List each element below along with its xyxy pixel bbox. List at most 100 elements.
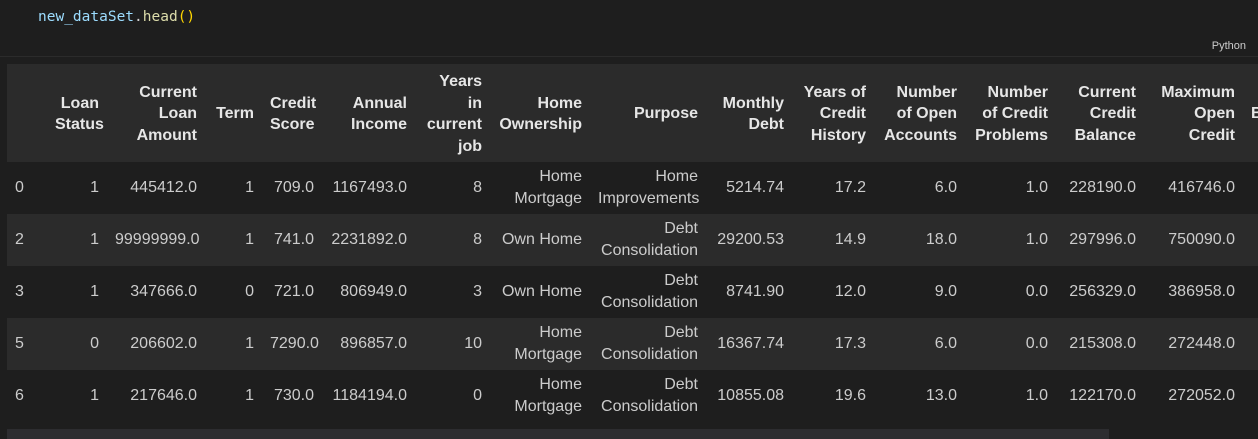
table-cell: 17.2 [792, 162, 874, 214]
table-row: 3 1 347666.0 0 721.0 806949.0 3 Own Home… [7, 266, 1258, 318]
column-header: Current Credit Balance [1056, 64, 1144, 162]
header-row: Loan Status Current Loan Amount Term Cre… [7, 64, 1258, 162]
table-cell: 386958.0 [1144, 266, 1243, 318]
table-cell: 29200.53 [706, 214, 792, 266]
table-cell: 7290.0 [262, 318, 322, 370]
table-row: 0 1 445412.0 1 709.0 1167493.0 8 Home Mo… [7, 162, 1258, 214]
table-cell: Own Home [490, 266, 590, 318]
table-cell [1243, 370, 1258, 422]
table-cell [1243, 266, 1258, 318]
column-header: B [1243, 64, 1258, 162]
dataframe-table: Loan Status Current Loan Amount Term Cre… [7, 64, 1258, 422]
table-cell: 99999999.0 [107, 214, 205, 266]
table-cell: 8741.90 [706, 266, 792, 318]
column-header: Loan Status [47, 64, 107, 162]
table-cell: 13.0 [874, 370, 965, 422]
column-header: Number of Open Accounts [874, 64, 965, 162]
cell-output: Loan Status Current Loan Amount Term Cre… [7, 64, 1258, 429]
table-cell: 445412.0 [107, 162, 205, 214]
table-cell: 896857.0 [322, 318, 415, 370]
table-cell: 6.0 [874, 162, 965, 214]
code-dot: . [134, 9, 143, 25]
table-cell: 1 [47, 266, 107, 318]
column-header: Annual Income [322, 64, 415, 162]
code-variable: new_dataSet [38, 9, 135, 25]
table-cell: Debt Consolidation [590, 266, 706, 318]
column-header: Number of Credit Problems [965, 64, 1056, 162]
table-cell: 12.0 [792, 266, 874, 318]
table-cell: Home Mortgage [490, 162, 590, 214]
table-cell: 1 [47, 162, 107, 214]
table-cell: 0.0 [965, 318, 1056, 370]
table-cell: 416746.0 [1144, 162, 1243, 214]
row-index: 3 [7, 266, 47, 318]
table-cell: 10855.08 [706, 370, 792, 422]
table-row: 2 1 99999999.0 1 741.0 2231892.0 8 Own H… [7, 214, 1258, 266]
table-cell: 206602.0 [107, 318, 205, 370]
table-cell: 3 [415, 266, 490, 318]
table-cell: 1184194.0 [322, 370, 415, 422]
table-row: 6 1 217646.0 1 730.0 1184194.0 0 Home Mo… [7, 370, 1258, 422]
table-cell: 217646.0 [107, 370, 205, 422]
table-cell: 19.6 [792, 370, 874, 422]
table-cell: 16367.74 [706, 318, 792, 370]
column-header: Credit Score [262, 64, 322, 162]
table-cell: Home Mortgage [490, 370, 590, 422]
table-cell: 8 [415, 162, 490, 214]
table-cell: 14.9 [792, 214, 874, 266]
code-line[interactable]: new_dataSet.head() [38, 9, 195, 25]
horizontal-scrollbar-track[interactable] [1109, 429, 1258, 439]
table-cell: 297996.0 [1056, 214, 1144, 266]
table-cell: 1.0 [965, 162, 1056, 214]
table-cell: 1 [205, 318, 262, 370]
table-cell: 1 [205, 370, 262, 422]
column-header: Years in current job [415, 64, 490, 162]
table-cell: 1167493.0 [322, 162, 415, 214]
code-close-paren: ) [186, 9, 196, 25]
table-cell: Debt Consolidation [590, 318, 706, 370]
table-cell: 721.0 [262, 266, 322, 318]
row-index: 5 [7, 318, 47, 370]
column-header: Maximum Open Credit [1144, 64, 1243, 162]
table-cell: 122170.0 [1056, 370, 1144, 422]
column-header: Current Loan Amount [107, 64, 205, 162]
table-cell: 0 [205, 266, 262, 318]
table-row: 5 0 206602.0 1 7290.0 896857.0 10 Home M… [7, 318, 1258, 370]
table-cell: 730.0 [262, 370, 322, 422]
row-index: 6 [7, 370, 47, 422]
table-cell: 228190.0 [1056, 162, 1144, 214]
table-cell: 272448.0 [1144, 318, 1243, 370]
row-index: 0 [7, 162, 47, 214]
table-cell: 1 [47, 370, 107, 422]
table-cell: Debt Consolidation [590, 214, 706, 266]
column-header: Term [205, 64, 262, 162]
table-cell: 2231892.0 [322, 214, 415, 266]
code-open-paren: ( [177, 9, 187, 25]
table-cell: Debt Consolidation [590, 370, 706, 422]
table-cell: 0 [415, 370, 490, 422]
column-header: Monthly Debt [706, 64, 792, 162]
table-cell: 1 [205, 162, 262, 214]
table-cell: 6.0 [874, 318, 965, 370]
table-cell: 10 [415, 318, 490, 370]
table-cell: 5214.74 [706, 162, 792, 214]
language-label[interactable]: Python [1211, 40, 1246, 52]
column-header: Home Ownership [490, 64, 590, 162]
horizontal-scrollbar-thumb[interactable] [7, 429, 1109, 439]
table-cell: 17.3 [792, 318, 874, 370]
code-editor[interactable]: new_dataSet.head() Python [0, 0, 1258, 57]
table-cell: 806949.0 [322, 266, 415, 318]
table-cell: 1 [47, 214, 107, 266]
code-method: head [142, 9, 178, 25]
table-cell [1243, 162, 1258, 214]
table-cell: 272052.0 [1144, 370, 1243, 422]
table-cell: 347666.0 [107, 266, 205, 318]
column-header: Purpose [590, 64, 706, 162]
table-cell: Home Improvements [590, 162, 706, 214]
table-cell: Own Home [490, 214, 590, 266]
table-cell: 256329.0 [1056, 266, 1144, 318]
column-header: Years of Credit History [792, 64, 874, 162]
table-cell: 1.0 [965, 370, 1056, 422]
table-cell [1243, 318, 1258, 370]
